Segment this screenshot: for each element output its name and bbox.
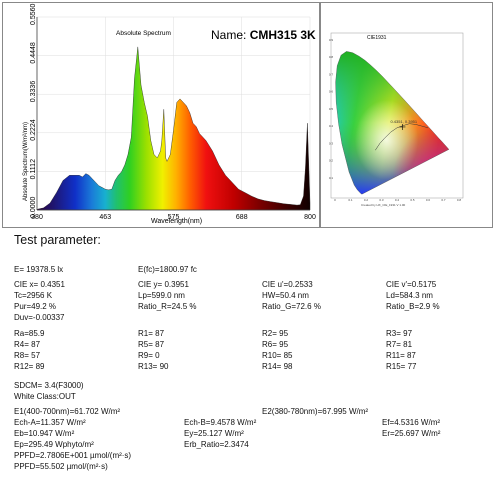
param-value: Ra=85.9 [14,329,45,338]
x-tick-label: 463 [99,214,111,221]
cie-x-tick: 0.8 [457,198,462,202]
spectrum-chart: 0.0000 0.1112 0.2224 0.3336 0.4448 0.5560 380… [23,3,316,225]
cie-y-tick: 0.4 [329,124,334,128]
cie-horseshoe [335,51,450,195]
spectrum-panel: 0.0000 0.1112 0.2224 0.3336 0.4448 0.5560 380… [2,2,320,228]
cie-footer: Created by HX_CIE_1931 V 1.00 [361,203,406,207]
ech-b-value: Ech-B=9.4578 W/m² [184,418,257,427]
param-value: R1= 87 [138,329,165,338]
cie-x-ticks: 0 0.1 0.2 0.3 0.4 0.5 0.6 0.7 0.8 [334,198,461,202]
param-value: R3= 97 [386,329,413,338]
param-value: R8= 57 [14,351,41,360]
ech-a-value: Ech-A=11.357 W/m² [14,418,86,427]
x-tick-label: 575 [168,214,180,221]
cie-y-tick: 0.1 [329,176,334,180]
ep-value: Ep=295.49 Wphyto/m² [14,440,94,449]
param-value: R9= 0 [138,351,160,360]
param-value: Pur=49.2 % [14,302,57,311]
x-tick-label: 800 [304,214,316,221]
cie-y-tick: 0.7 [329,72,334,76]
y-tick-label: 0.5560 [30,3,37,25]
cie-y-tick: 0.8 [329,55,334,59]
cie-y-tick: 0.6 [329,90,334,94]
x-tick-label: 380 [31,214,43,221]
param-value: R14= 98 [262,362,293,371]
test-parameters: Test parameter: E= 19378.5 lx E(fc)=1800.… [0,228,494,500]
y-axis-label: Absolute Spectrum(W/m²/nm) [23,122,29,201]
param-value: Ratio_B=2.9 % [386,302,440,311]
x-axis-label: Wavelength(nm) [151,218,202,225]
sdcm-value: SDCM= 3.4(F3000) [14,381,84,390]
cie-y-ticks: 0.9 0.8 0.7 0.6 0.5 0.4 0.3 0.2 0.1 [329,38,334,180]
cie-diagram: CIE1931 0.4351, 0.3951 0 0.1 0.2 0.3 0.4 0.5 0… [329,32,464,207]
chromaticity-point-label: 0.4351, 0.3951 [390,119,417,124]
cie-y-tick: 0.9 [329,38,334,42]
cie-y-tick: 0.2 [329,159,334,163]
param-value: CIE u'=0.2533 [262,280,313,289]
chromaticity-point [399,123,406,130]
ef-value: Ef=4.5316 W/m² [382,418,441,427]
sample-name: Name: CMH315 3K [211,28,316,42]
param-value: Ld=584.3 nm [386,291,433,300]
cie-x-tick: 0.5 [410,198,415,202]
param-value: Tc=2956 K [14,291,53,300]
y-tick-label: 0.3336 [30,81,37,103]
cie-x-tick: 0.1 [348,198,353,202]
erb-ratio-value: Erb_Ratio=2.3474 [184,440,249,449]
param-value: R12= 89 [14,362,45,371]
er-value: Er=25.697 W/m² [382,429,441,438]
param-value: HW=50.4 nm [262,291,309,300]
param-value: R4= 87 [14,340,41,349]
cie-panel: CIE1931 0.4351, 0.3951 0 0.1 0.2 0.3 0.4 0.5 0… [320,2,493,228]
param-value: R10= 85 [262,351,293,360]
eb-value: Eb=10.947 W/m² [14,429,75,438]
x-tick-labels: 380 463 575 688 800 [31,214,316,221]
param-value: R7= 81 [386,340,413,349]
param-value: R6= 95 [262,340,289,349]
cie-y-tick: 0.3 [329,141,334,145]
spectrum-title: Absolute Spectrum [116,30,171,37]
param-value: R13= 90 [138,362,169,371]
e2-value: E2(380-780nm)=67.995 W/m² [262,407,369,416]
ppfd-exponent-value: PPFD=2.7806E+001 µmol/(m²·s) [14,451,132,460]
ppfd-value: PPFD=55.502 µmol/(m²·s) [14,462,108,471]
param-value: Ratio_R=24.5 % [138,302,197,311]
y-tick-label: 0.4448 [30,42,37,64]
param-value: CIE v'=0.5175 [386,280,437,289]
spectrum-area [36,46,311,211]
param-value: R2= 95 [262,329,289,338]
param-value: R15= 77 [386,362,417,371]
y-tick-labels: 0.0000 0.1112 0.2224 0.3336 0.4448 0.5560 [30,3,37,218]
param-value: Duv=-0.00337 [14,313,65,322]
cie-x-tick: 0.2 [364,198,369,202]
cie-x-tick: 0.4 [395,198,400,202]
ey-value: Ey=25.127 W/m² [184,429,244,438]
x-tick-label: 688 [236,214,248,221]
e1-value: E1(400-700nm)=61.702 W/m² [14,407,121,416]
param-value: E= 19378.5 lx [14,265,64,274]
cie-y-tick: 0.5 [329,107,334,111]
y-tick-label: 0.1112 [30,159,37,179]
cie-frame [330,32,464,199]
cie-title: CIE1931 [367,35,387,41]
cie-x-tick: 0.6 [426,198,431,202]
param-value: Lp=599.0 nm [138,291,185,300]
param-value: R5= 87 [138,340,165,349]
param-value: Ratio_G=72.6 % [262,302,321,311]
white-class-value: White Class:OUT [14,392,76,401]
param-value: CIE x= 0.4351 [14,280,65,289]
cie-x-tick: 0.7 [441,198,446,202]
y-tick-label: 0.0000 [30,196,37,218]
param-value: R11= 87 [386,351,416,360]
spectrum-grid [36,16,311,211]
cie-x-tick: 0 [334,198,336,202]
y-tick-label: 0.2224 [30,119,37,141]
test-parameter-heading: Test parameter: [14,233,101,247]
param-value: CIE y= 0.3951 [138,280,189,289]
cie-x-tick: 0.3 [379,198,384,202]
param-value: E(fc)=1800.97 fc [138,265,197,274]
